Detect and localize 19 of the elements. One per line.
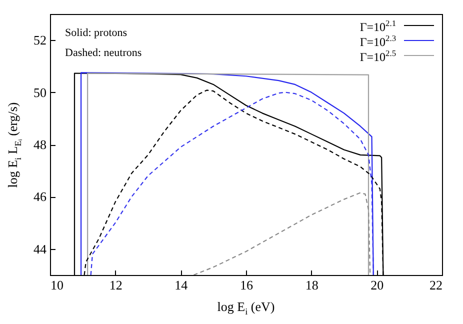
x-tick-label: 10 [50, 278, 64, 292]
y-tick-label: 50 [34, 84, 46, 100]
x-tick-label: 20 [370, 278, 384, 292]
x-tick-label: 16 [240, 278, 254, 292]
legend-label: Γ=10$^{2.5}$ [360, 48, 396, 64]
y-tick-label: 44 [34, 241, 47, 256]
x-tick-label: 14 [174, 278, 188, 292]
line-series [193, 192, 371, 275]
x-tick-label: 18 [305, 278, 318, 292]
legend-label: Γ=10$^{2.3}$ [360, 33, 396, 49]
y-tick-label: 46 [34, 189, 47, 204]
x-tick-label: 12 [109, 278, 122, 292]
x-tick-label: 22 [430, 278, 442, 292]
x-axis-title: log E$_{i}$ (eV) [217, 299, 275, 317]
annotation: Dashed: neutrons [65, 47, 142, 59]
legend-label: Γ=10$^{2.1}$ [360, 18, 396, 34]
y-tick-label: 48 [34, 137, 46, 152]
y-tick-label: 52 [34, 32, 46, 48]
annotation: Solid: protons [65, 27, 128, 39]
